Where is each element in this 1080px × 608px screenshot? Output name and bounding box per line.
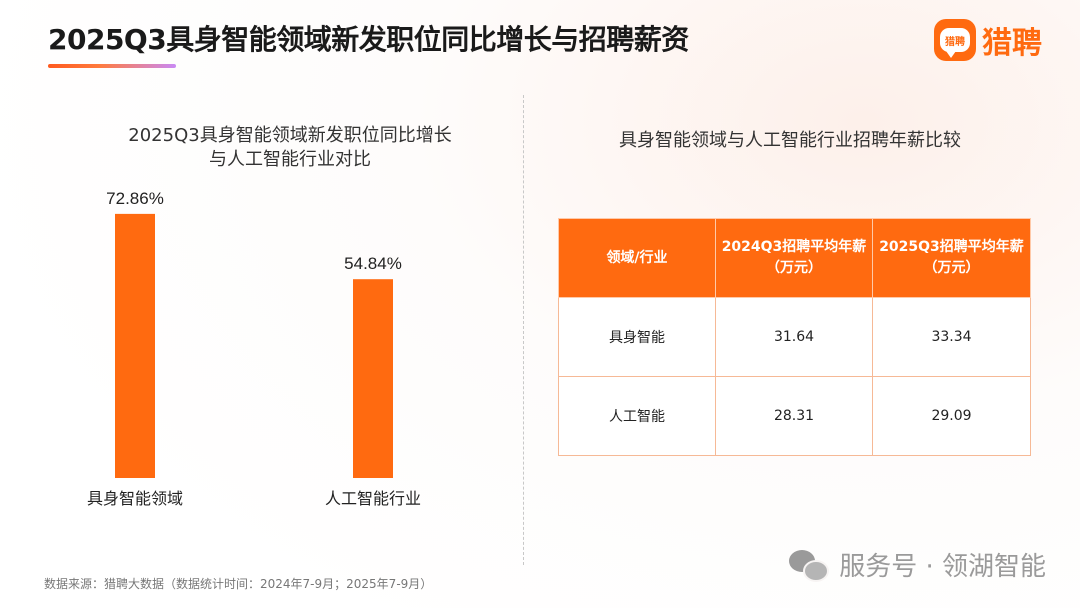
table-header-cell: 2025Q3招聘平均年薪 （万元） [872,218,1031,298]
title-underline [48,64,176,68]
table-cell: 33.34 [872,297,1031,377]
wechat-icon [789,548,830,582]
table-row: 人工智能 28.31 29.09 [558,376,1031,456]
table-cell: 人工智能 [558,376,716,456]
brand: 猎聘 猎聘 [934,18,1042,62]
panel-divider [523,95,524,565]
page-title: 2025Q3具身智能领域新发职位同比增长与招聘薪资 [48,23,689,56]
bar-2 [353,279,393,478]
bar-value-label: 54.84% [344,254,402,273]
liepin-logo-icon: 猎聘 [934,19,976,61]
brand-logo-text: 猎聘 [945,36,965,48]
watermark: 服务号 · 领湖智能 [789,546,1046,583]
left-chart-title-line2: 与人工智能行业对比 [209,149,371,170]
left-chart-title: 2025Q3具身智能领域新发职位同比增长 与人工智能行业对比 [60,124,520,172]
bar-1 [115,213,155,478]
table-cell: 31.64 [715,297,873,377]
table-header-row: 领域/行业 2024Q3招聘平均年薪 （万元） 2025Q3招聘平均年薪 （万元） [558,218,1031,298]
table-row: 具身智能 31.64 33.34 [558,297,1031,377]
left-chart-title-line1: 2025Q3具身智能领域新发职位同比增长 [128,125,452,146]
category-label: 人工智能行业 [325,489,421,508]
table-header-cell: 领域/行业 [558,218,716,298]
brand-name: 猎聘 [982,26,1042,61]
table-cell: 29.09 [872,376,1031,456]
table-cell: 28.31 [715,376,873,456]
watermark-text: 服务号 · 领湖智能 [839,552,1046,582]
bar-value-label: 72.86% [106,189,164,208]
table-cell: 具身智能 [558,297,716,377]
salary-table: 领域/行业 2024Q3招聘平均年薪 （万元） 2025Q3招聘平均年薪 （万元） … [558,218,1031,456]
data-source-note: 数据来源：猎聘大数据（数据统计时间：2024年7-9月；2025年7-9月） [44,577,433,591]
category-label: 具身智能领域 [87,489,183,508]
right-table-title: 具身智能领域与人工智能行业招聘年薪比较 [619,130,961,151]
table-header-cell: 2024Q3招聘平均年薪 （万元） [715,218,873,298]
growth-bar-chart: 72.86% 具身智能领域 54.84% 人工智能行业 [87,189,421,508]
